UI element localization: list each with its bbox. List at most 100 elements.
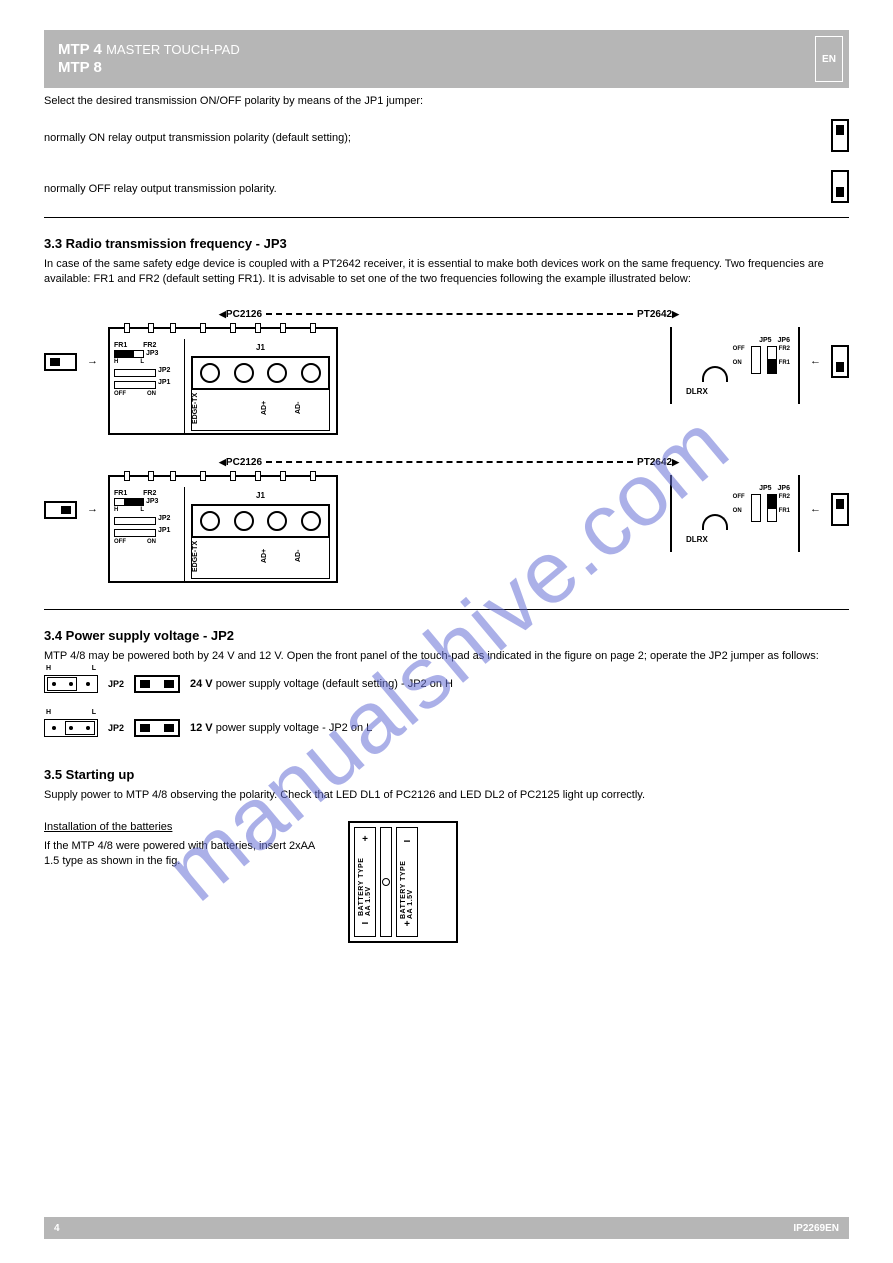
jp1-icon-option1 [831,119,849,152]
d2-jp3: JP3 [146,498,158,505]
lbl-jp5: JP5 [759,337,771,344]
s4-o2-lead: 12 V [190,722,216,734]
lbl-term3: AD+ [261,390,295,430]
diag2-left-title: PC2126 [219,457,262,468]
lbl-off2: OFF [733,346,745,352]
s4-h1: H [46,665,51,672]
d2-on: ON [147,539,156,545]
sec5-batt-title: Installation of the batteries [44,821,324,833]
footer-doc-id: IP2269EN [793,1223,839,1234]
diag1-right-title: PT2642 [637,309,679,320]
arrow-icon: → [87,503,98,515]
arrow-icon: ← [810,503,821,515]
d2-fr2: FR2 [143,490,156,497]
sec5-batt-para: If the MTP 4/8 were powered with batteri… [44,839,324,869]
d2-fr1b: FR1 [779,508,790,514]
d2-jp6: JP6 [778,485,790,492]
d2-jp2: JP2 [158,515,170,522]
lbl-fr2: FR2 [143,342,156,349]
lbl-term2 [226,390,260,430]
header-title-1: MTP 4 [58,41,102,58]
diagram-row-1: PC2126 PT2642 → FR1 FR2 JP3 H [44,327,849,435]
lbl-term1: EDGE-TX [192,390,226,430]
d2-off2: OFF [733,494,745,500]
sec4-para: MTP 4/8 may be powered both by 24 V and … [44,649,849,664]
d2-h: H [114,507,118,513]
header-lang-box: EN [815,36,843,82]
sec2-opt2: normally OFF relay output transmission p… [44,182,821,197]
diag1-left-title: PC2126 [219,309,262,320]
d2-dlrx: DLRX [686,535,708,544]
rule-1 [44,217,849,218]
sec3-para: In case of the same safety edge device i… [44,257,849,287]
lbl-jp3: JP3 [146,350,158,357]
page-header: MTP 4 MASTER TOUCH-PAD MTP 8 EN [44,30,849,88]
lbl-j1: J1 [191,343,330,352]
s4-icon2 [134,719,180,737]
sec4-title: 3.4 Power supply voltage - JP2 [44,628,849,643]
footer-page-num: 4 [54,1223,60,1234]
arrow-icon: ← [810,355,821,367]
d2-fr2b: FR2 [779,494,790,500]
d2-t3: AD+ [261,538,295,578]
sec2-opt1-lead: normally ON relay output transmission po… [44,132,269,144]
s4-icon1 [134,675,180,693]
diag1-jp6-icon [831,345,849,378]
lbl-l: L [140,359,144,365]
lbl-fr1: FR1 [114,342,127,349]
diag2-pt-side: JP5 JP6 OFF ON FR2 FR1 DLRX [670,475,800,552]
sec4-option2: H L JP2 12 V power supply voltage - JP2 … [44,719,849,737]
jp1-icon-option2 [831,170,849,203]
d2-fr1: FR1 [114,490,127,497]
d2-jp5: JP5 [759,485,771,492]
lbl-on: ON [147,391,156,397]
sec4-option1: H L JP2 24 V power supply voltage (defau… [44,675,849,693]
s4-o1-rest: power supply voltage (default setting) -… [216,678,453,690]
header-subtitle: MASTER TOUCH-PAD [106,42,240,57]
header-title-2: MTP 8 [58,59,240,77]
sec5-title: 3.5 Starting up [44,767,849,782]
diag2-jp6-icon [831,493,849,526]
d2-t4: AD- [295,538,329,578]
d2-jp1: JP1 [158,527,170,534]
lbl-fr1b: FR1 [779,360,790,366]
sec2-intro: Select the desired transmission ON/OFF p… [44,94,849,109]
lbl-dlrx: DLRX [686,387,708,396]
battery-diagram: + BATTERY TYPE AA 1.5V − − BATTERY TYPE … [348,821,458,943]
s4-h2: H [46,709,51,716]
d2-l: L [140,507,144,513]
diag1-pt-side: JP5 JP6 OFF ON FR2 FR1 DLRX [670,327,800,404]
sec3-title: 3.3 Radio transmission frequency - JP3 [44,236,849,251]
diagram-row-2: PC2126 PT2642 → FR1 FR2 JP3 H [44,475,849,583]
diag1-board: FR1 FR2 JP3 H L JP2 JP1 OFF ON J1 EDGE-TX [108,327,338,435]
lbl-h: H [114,359,118,365]
s4-l1: L [92,665,96,672]
sec2-opt1-tail: (default setting); [269,132,351,144]
d2-t2 [226,538,260,578]
s4-o1-lead: 24 V [190,678,216,690]
lbl-jp2: JP2 [158,367,170,374]
lbl-jp6: JP6 [778,337,790,344]
s4-jp2-lbl2: JP2 [108,723,124,733]
batt2-label: BATTERY TYPE AA 1.5V [400,848,414,919]
rule-2 [44,609,849,610]
d2-on2: ON [733,508,745,514]
lbl-fr2b: FR2 [779,346,790,352]
s4-l2: L [92,709,96,716]
diag2-right-title: PT2642 [637,457,679,468]
s4-o2-rest: power supply voltage - JP2 on L [216,722,373,734]
diag2-jp3-icon [44,501,77,519]
lbl-off: OFF [114,391,126,397]
arrow-icon: → [87,355,98,367]
batt1-label: BATTERY TYPE AA 1.5V [358,845,372,916]
s4-jp2-lbl1: JP2 [108,679,124,689]
diag2-board: FR1 FR2 JP3 H L JP2 JP1 OFF ON J1 EDGE-TX [108,475,338,583]
d2-j1: J1 [191,491,330,500]
page-footer: 4 IP2269EN [44,1217,849,1239]
d2-t1: EDGE-TX [192,538,226,578]
lbl-term4: AD- [295,390,329,430]
lbl-on2: ON [733,360,745,366]
d2-off: OFF [114,539,126,545]
lbl-jp1: JP1 [158,379,170,386]
diag1-jp3-icon [44,353,77,371]
